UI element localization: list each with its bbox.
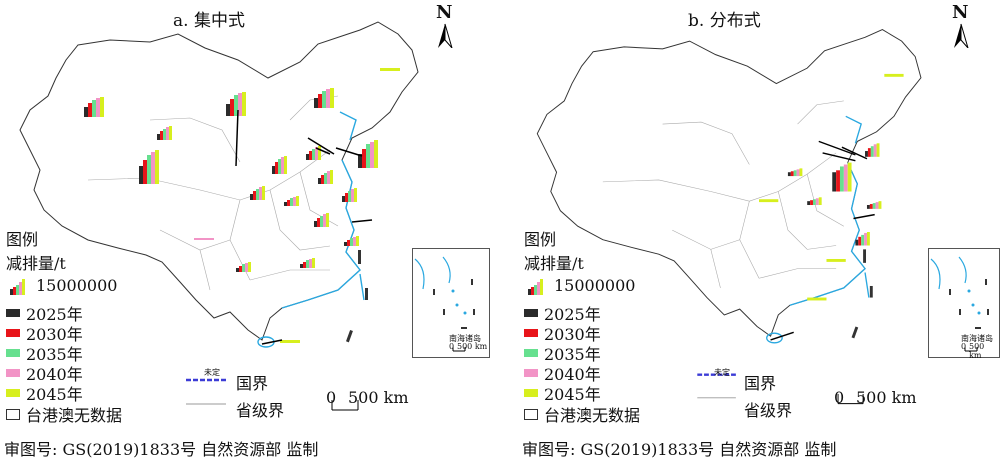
legend-item: 2040年	[524, 361, 601, 385]
scale-label: 500 km	[856, 388, 917, 407]
legend-item: 2030年	[524, 321, 601, 345]
approval-footer: 审图号: GS(2019)1833号 自然资源部 监制	[4, 440, 319, 459]
legend-swatch	[6, 309, 20, 317]
legend-item: 2040年	[6, 361, 83, 385]
bar-groups-b	[759, 73, 904, 301]
inset-map	[930, 256, 989, 352]
north-label: N	[952, 2, 969, 23]
scale-zero: 0	[834, 388, 845, 407]
no-data-label: 台港澳无数据	[544, 406, 641, 425]
inset-scale-label: 500 km	[969, 342, 985, 360]
legend-year-label: 2035年	[26, 345, 83, 364]
inset-scale-zero: 0	[961, 342, 967, 351]
inset-scale-label: 500 km	[457, 342, 488, 351]
legend-no-data: 台港澳无数据	[524, 402, 640, 426]
north-label: N	[436, 2, 453, 23]
no-data-label: 台港澳无数据	[26, 406, 123, 425]
no-data-swatch	[524, 408, 538, 420]
legend-item: 2025年	[524, 301, 601, 325]
legend-swatch	[6, 369, 20, 377]
inset-scale-zero: 0	[449, 342, 455, 351]
legend-item: 2045年	[6, 381, 83, 405]
south-china-sea-inset: 南海诸岛 0 500 km	[928, 248, 1000, 360]
north-arrow-icon: N	[948, 2, 974, 48]
scale-label: 500 km	[348, 388, 409, 407]
legend-swatch	[524, 349, 538, 357]
legend-subtitle: 减排量/t	[524, 254, 584, 273]
bar-scale-value: 15000000	[554, 276, 636, 295]
legend-year-label: 2040年	[26, 365, 83, 384]
china-map-b	[536, 29, 922, 405]
provincial-border-label: 省级界	[744, 401, 793, 420]
inset-label: 南海诸岛	[961, 334, 993, 343]
scale-zero: 0	[326, 388, 337, 407]
bar-groups-a	[84, 68, 400, 343]
legend-swatch	[524, 329, 538, 337]
legend-item: 2030年	[6, 321, 83, 345]
legend-subtitle: 减排量/t	[6, 254, 66, 273]
legend-year-label: 2045年	[544, 385, 601, 404]
legend-year-label: 2030年	[26, 325, 83, 344]
no-data-swatch	[6, 408, 20, 420]
south-china-sea-inset: 南海诸岛 0 500 km	[412, 248, 490, 358]
legend-item: 2035年	[524, 341, 601, 365]
legend-no-data: 台港澳无数据	[6, 402, 122, 426]
national-border-label: 国界	[744, 374, 777, 393]
legend-title: 图例	[524, 230, 557, 249]
panel-b: b. 分布式 N 图例 减排量/t 15000000 2025年 2030年 2…	[518, 0, 1000, 464]
legend-year-label: 2025年	[26, 305, 83, 324]
legend-year-label: 2040年	[544, 365, 601, 384]
legend-title: 图例	[6, 230, 39, 249]
national-border-label: 国界	[236, 374, 269, 393]
inset-map	[414, 256, 475, 352]
legend-swatch	[6, 349, 20, 357]
legend-year-label: 2045年	[26, 385, 83, 404]
north-arrow-icon: N	[432, 2, 458, 48]
panel-title: b. 分布式	[688, 11, 761, 31]
bar-scale-value: 15000000	[36, 276, 118, 295]
bar-scale-icon	[10, 278, 25, 295]
legend-year-label: 2030年	[544, 325, 601, 344]
legend-year-label: 2035年	[544, 345, 601, 364]
approval-footer: 审图号: GS(2019)1833号 自然资源部 监制	[522, 440, 837, 459]
undetermined-label: 未定	[204, 368, 220, 377]
legend-bar-scale: 15000000	[524, 276, 635, 295]
legend-item: 2025年	[6, 301, 83, 325]
undetermined-label: 未定	[714, 368, 730, 377]
legend-swatch	[6, 329, 20, 337]
provincial-border-label: 省级界	[236, 401, 285, 420]
bar-scale-icon	[528, 278, 543, 295]
inset-label: 南海诸岛	[449, 334, 481, 343]
legend-swatch	[6, 389, 20, 397]
panel-title: a. 集中式	[173, 11, 245, 31]
legend-year-label: 2025年	[544, 305, 601, 324]
legend-bar-scale: 15000000	[6, 276, 117, 295]
legend-item: 2045年	[524, 381, 601, 405]
china-map-a	[19, 21, 419, 411]
legend-swatch	[524, 389, 538, 397]
legend-item: 2035年	[6, 341, 83, 365]
legend-swatch	[524, 309, 538, 317]
legend-swatch	[524, 369, 538, 377]
panel-a: a. 集中式 N 图例 减排量/t 15000000 2025年 2030年 2…	[4, 2, 490, 459]
